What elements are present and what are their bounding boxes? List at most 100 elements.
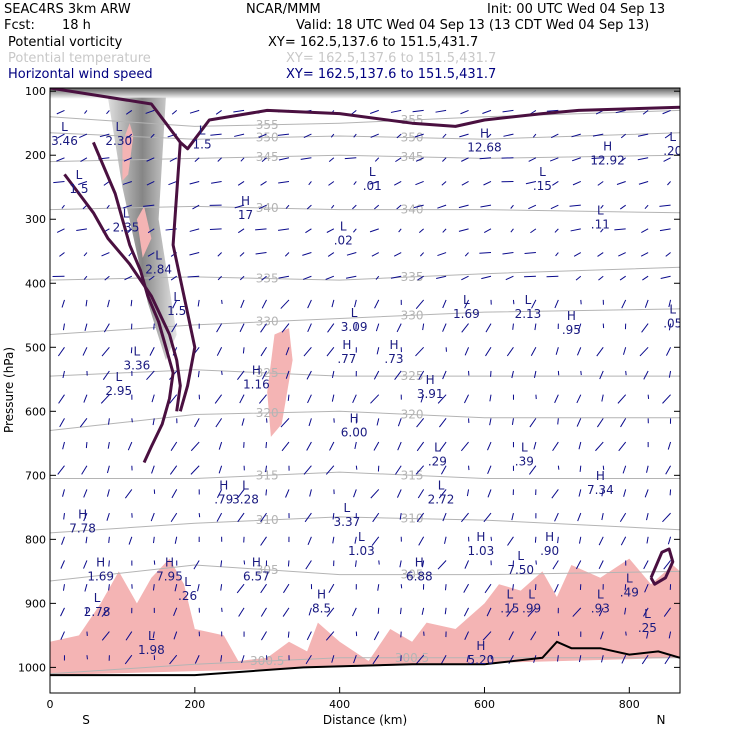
wind-vector xyxy=(639,346,649,357)
theta-contour-label: 320 xyxy=(401,408,424,422)
wind-vector xyxy=(308,181,312,186)
wind-vector xyxy=(261,631,267,641)
wind-vector xyxy=(285,347,290,356)
wind-vector xyxy=(218,465,223,474)
wind-vector xyxy=(459,133,469,138)
wind-vector xyxy=(151,465,155,474)
wind-vector xyxy=(419,252,425,257)
wind-vector xyxy=(83,275,88,280)
field-xy-pv: XY= 162.5,137.6 to 151.5,431.7 xyxy=(268,35,479,50)
wind-vector xyxy=(616,180,626,185)
wind-vector xyxy=(642,275,649,281)
marker-value: 12.68 xyxy=(467,141,501,155)
wind-vector xyxy=(233,109,245,113)
y-tick-label: 400 xyxy=(25,277,46,290)
field-xy-wind: XY= 162.5,137.6 to 151.5,431.7 xyxy=(286,67,497,82)
theta-contour-label: 305 xyxy=(401,568,424,582)
marker-kind-high: H xyxy=(241,194,250,208)
marker-value: 7.50 xyxy=(507,563,534,577)
wind-vector xyxy=(546,109,559,112)
marker-value: .77 xyxy=(337,352,356,366)
wind-vector xyxy=(189,252,200,256)
wind-vector xyxy=(660,275,671,280)
wind-vector xyxy=(331,204,335,209)
wind-vector xyxy=(241,418,245,426)
marker-kind-low: L xyxy=(539,165,546,179)
y-tick-label: 700 xyxy=(25,469,46,482)
wind-vector xyxy=(287,631,290,638)
marker-value: 1.03 xyxy=(348,544,375,558)
marker-value: 12.92 xyxy=(590,153,624,167)
wind-vector xyxy=(260,536,267,546)
wind-vector xyxy=(528,157,537,162)
wind-vector xyxy=(108,418,110,425)
wind-vector xyxy=(598,275,604,281)
marker-value: .99 xyxy=(522,602,541,616)
wind-vector xyxy=(260,181,267,186)
theta-contour-label: 345 xyxy=(401,150,424,164)
y-tick-label: 500 xyxy=(25,341,46,354)
wind-vector xyxy=(571,157,581,162)
wind-vector xyxy=(572,607,582,617)
marker-kind-low: L xyxy=(528,588,535,602)
wind-vector xyxy=(211,180,222,184)
marker-value: 2.72 xyxy=(428,493,455,507)
y-tick-label: 200 xyxy=(25,149,46,162)
wind-vector xyxy=(489,418,492,426)
wind-vector xyxy=(352,607,357,617)
wind-vector xyxy=(396,323,402,333)
wind-vector xyxy=(555,252,559,257)
wind-vector xyxy=(261,157,267,162)
wind-vector xyxy=(307,299,312,309)
marker-kind-high: H xyxy=(389,338,398,352)
wind-vector xyxy=(533,370,537,378)
wind-vector xyxy=(421,560,425,568)
pv-contour-surface-pv xyxy=(649,547,675,586)
marker-value: 3.28 xyxy=(232,493,259,507)
marker-value: 2.13 xyxy=(515,307,542,321)
marker-kind-low: L xyxy=(626,572,633,586)
wind-vector xyxy=(601,394,604,402)
wind-vector xyxy=(394,370,402,381)
wind-vector xyxy=(215,110,222,115)
wind-vector xyxy=(220,584,223,591)
wind-vector xyxy=(390,109,402,113)
wind-vector xyxy=(641,323,649,333)
wind-vector xyxy=(128,536,133,545)
wind-vector xyxy=(506,346,514,357)
wind-vector xyxy=(489,394,492,402)
wind-vector xyxy=(354,560,357,567)
wind-vector xyxy=(282,607,290,617)
wind-vector xyxy=(127,133,133,139)
wind-vector xyxy=(236,583,245,594)
wind-vector xyxy=(153,323,155,330)
wind-vector xyxy=(621,655,627,664)
wind-vector xyxy=(171,110,178,115)
marker-kind-low: L xyxy=(517,549,524,563)
wind-vector xyxy=(397,418,402,427)
wind-vector xyxy=(329,441,335,451)
marker-value: 6.00 xyxy=(341,426,368,440)
wind-vector xyxy=(511,370,514,379)
wind-vector xyxy=(510,204,514,209)
wind-vector xyxy=(153,536,155,544)
wind-vector xyxy=(99,133,110,138)
wind-vector xyxy=(187,275,200,278)
wind-vector xyxy=(63,513,65,520)
marker-kind-high: H xyxy=(78,508,87,522)
wind-vector xyxy=(668,299,672,308)
wind-vector xyxy=(173,631,178,640)
wind-vector xyxy=(390,275,402,279)
pv-stratosphere-shading xyxy=(50,88,680,99)
marker-kind-low: L xyxy=(344,501,351,515)
wind-vector xyxy=(668,323,672,331)
wind-vector xyxy=(217,275,222,281)
marker-value: 2.30 xyxy=(105,134,132,148)
wind-vector xyxy=(439,441,447,452)
wind-vector xyxy=(353,489,357,498)
theta-contour-label: 315 xyxy=(256,468,279,482)
wind-vector xyxy=(415,299,425,309)
wind-vector xyxy=(237,489,245,499)
wind-vector xyxy=(308,607,312,616)
wind-vector xyxy=(220,560,223,567)
